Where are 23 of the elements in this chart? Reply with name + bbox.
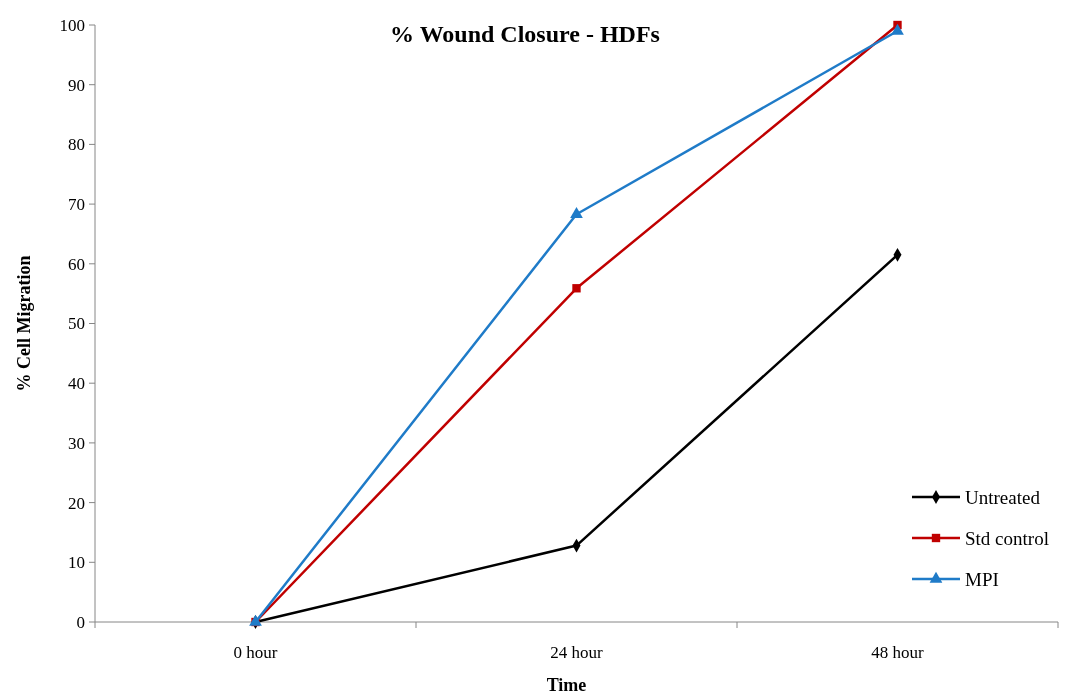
y-axis-title: % Cell Migration — [14, 255, 34, 392]
legend-label: Std control — [965, 527, 1049, 549]
x-axis-title: Time — [546, 675, 587, 695]
y-tick-label: 80 — [68, 135, 85, 155]
y-tick-label: 90 — [68, 75, 85, 95]
y-tick-label: 10 — [68, 553, 85, 573]
legend-label: Untreated — [965, 486, 1041, 508]
x-tick-label: 0 hour — [233, 643, 278, 662]
point — [891, 23, 904, 35]
x-tick-label: 24 hour — [550, 643, 604, 662]
x-tick-label: 48 hour — [871, 643, 925, 662]
y-tick-label: 70 — [68, 195, 85, 215]
y-tick-label: 30 — [68, 433, 85, 453]
point — [572, 284, 581, 293]
y-tick-label: 20 — [68, 493, 85, 513]
y-tick-label: 0 — [76, 612, 85, 632]
y-tick-label: 100 — [59, 15, 85, 35]
point — [570, 206, 583, 218]
y-tick-label: 50 — [68, 314, 85, 334]
y-tick-label: 60 — [68, 254, 85, 274]
y-tick-label: 40 — [68, 374, 85, 394]
chart-title: % Wound Closure - HDFs — [390, 21, 660, 47]
legend-label: MPI — [965, 568, 999, 590]
